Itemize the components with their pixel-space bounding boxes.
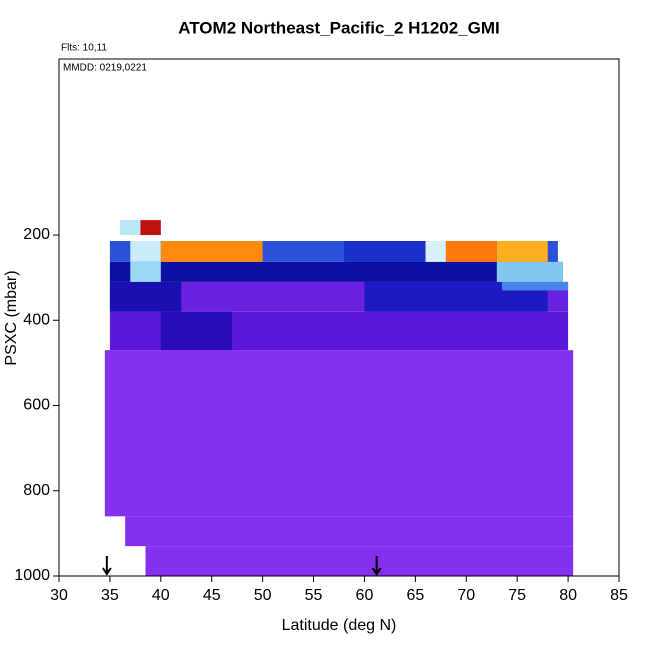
curtain-cell	[145, 546, 574, 576]
curtain-cell	[104, 350, 574, 517]
curtain-cell	[120, 220, 141, 236]
curtain-cell	[501, 281, 569, 291]
curtain-cell	[496, 240, 548, 262]
y-axis-label: PSXC (mbar)	[3, 270, 20, 365]
flight-arrow	[102, 556, 112, 576]
curtain-cell	[130, 261, 161, 282]
curtain-cell	[140, 220, 161, 236]
x-axis-label: Latitude (deg N)	[282, 617, 397, 634]
y-tick-label: 400	[23, 311, 50, 328]
flight-arrow	[371, 556, 382, 576]
y-tick-label: 800	[23, 482, 50, 499]
x-tick-label: 80	[559, 587, 577, 604]
curtain-cell	[109, 261, 563, 282]
curtain-cell	[445, 240, 497, 262]
y-tick-label: 1000	[14, 567, 50, 584]
x-tick-label: 70	[457, 587, 475, 604]
curtain-cell	[425, 240, 446, 262]
x-tick-label: 60	[356, 587, 374, 604]
x-tick-label: 85	[610, 587, 628, 604]
curtain-cell	[109, 281, 182, 312]
x-tick-label: 45	[203, 587, 221, 604]
curtain-cell	[496, 261, 563, 282]
subtitle: Flts: 10,11	[61, 43, 107, 54]
x-tick-label: 40	[152, 587, 170, 604]
x-tick-label: 50	[254, 587, 272, 604]
x-tick-label: 35	[101, 587, 119, 604]
curtain-cell	[160, 240, 263, 262]
annotation: MMDD: 0219,0221	[63, 63, 147, 74]
curtain-cell	[125, 516, 574, 547]
curtain-cell	[130, 240, 161, 262]
plot-frame	[58, 58, 620, 577]
y-tick-label: 200	[23, 226, 50, 243]
chart-title: ATOM2 Northeast_Pacific_2 H1202_GMI	[178, 18, 500, 37]
x-tick-label: 65	[406, 587, 424, 604]
y-tick-label: 600	[23, 397, 50, 414]
x-tick-label: 75	[508, 587, 526, 604]
x-tick-label: 55	[305, 587, 323, 604]
curtain-cell	[160, 311, 233, 351]
x-tick-label: 30	[50, 587, 68, 604]
curtain-cell	[344, 240, 426, 262]
